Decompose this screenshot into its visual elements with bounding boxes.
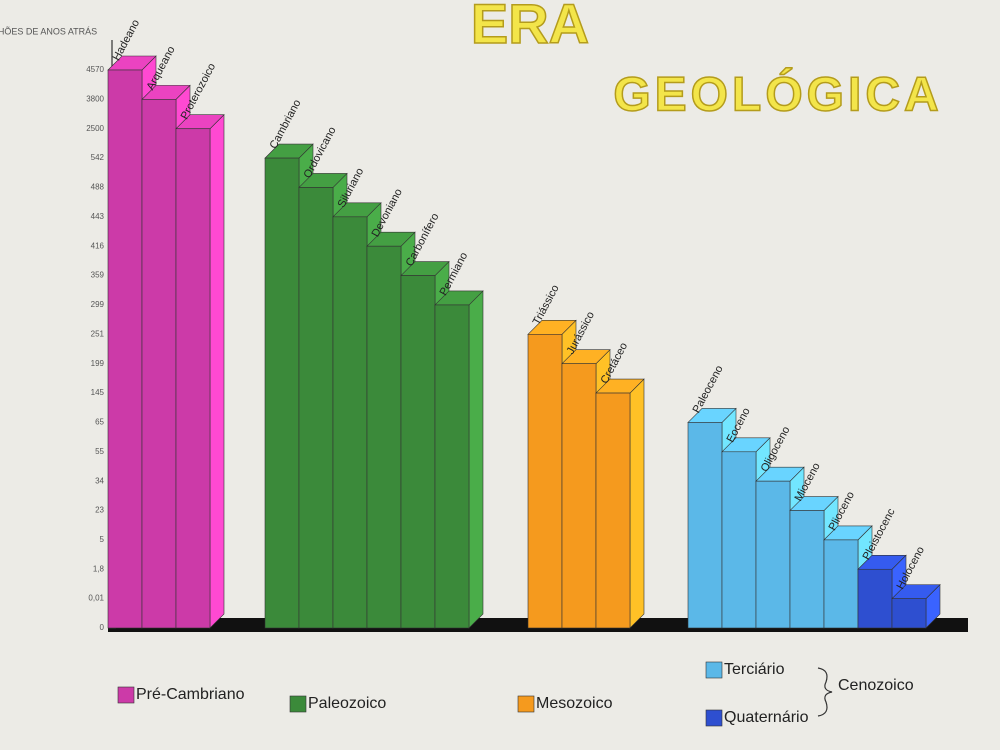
bar (527, 334, 563, 629)
y-tick-label: 4570 (86, 65, 104, 74)
chart-title: ERA (471, 0, 589, 55)
legend-swatch (517, 695, 535, 713)
y-tick-label: 199 (91, 359, 105, 368)
bar (561, 363, 597, 629)
y-tick-label: 2500 (86, 124, 104, 133)
bar (857, 568, 893, 629)
y-tick-label: 542 (91, 153, 105, 162)
bar (755, 480, 791, 629)
bar (175, 128, 211, 629)
legend-label: Mesozoico (536, 695, 613, 712)
y-tick-label: 251 (91, 329, 105, 338)
bar (400, 275, 436, 629)
bar (721, 451, 757, 629)
y-tick-label: 3800 (86, 94, 104, 103)
y-tick-label: 65 (95, 418, 104, 427)
bar (823, 539, 859, 629)
y-tick-label: 5 (100, 535, 105, 544)
bar (107, 69, 143, 629)
bar (298, 187, 334, 629)
bar (687, 422, 723, 629)
y-tick-label: 55 (95, 447, 104, 456)
y-tick-label: 0 (100, 623, 105, 632)
y-tick-label: 299 (91, 300, 105, 309)
y-tick-label: 359 (91, 271, 105, 280)
y-tick-label: 23 (95, 506, 104, 515)
bar-side (468, 290, 484, 629)
legend-label: Terciário (724, 661, 785, 678)
y-tick-label: 443 (91, 212, 105, 221)
bar (332, 216, 368, 629)
bar (595, 392, 631, 629)
legend-swatch (289, 695, 307, 713)
y-tick-label: 1,8 (93, 564, 105, 573)
legend-swatch (117, 686, 135, 704)
bar-side (209, 114, 225, 629)
y-tick-label: 488 (91, 183, 105, 192)
legend-label: Paleozoico (308, 695, 386, 712)
bar (264, 157, 300, 629)
bracket (817, 667, 833, 717)
bar (366, 245, 402, 629)
y-axis-label: MILHÕES DE ANOS ATRÁS (0, 26, 97, 36)
y-tick-label: 145 (91, 388, 105, 397)
group-label: Cenozoico (838, 677, 914, 694)
bar (891, 598, 927, 629)
bar-side (629, 378, 645, 629)
legend-label: Pré-Cambriano (136, 686, 245, 703)
y-tick-label: 0,01 (88, 594, 104, 603)
legend-swatch (705, 661, 723, 679)
legend-swatch (705, 709, 723, 727)
y-tick-label: 416 (91, 241, 105, 250)
chart-subtitle: GEOLÓGICA (613, 67, 942, 122)
legend-label: Quaternário (724, 709, 809, 726)
bar (141, 99, 177, 629)
y-tick-label: 34 (95, 476, 104, 485)
bar (789, 510, 825, 629)
bar (434, 304, 470, 629)
